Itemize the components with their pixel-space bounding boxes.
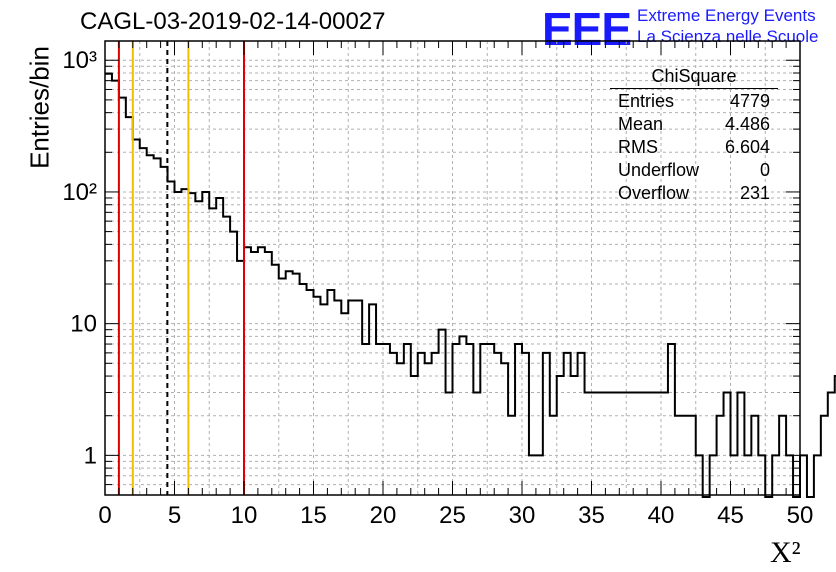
stats-value: 0 [760, 159, 770, 182]
x-tick-label: 30 [509, 502, 536, 529]
x-tick-label: 25 [439, 502, 466, 529]
x-tick-label: 50 [787, 502, 814, 529]
x-tick-label: 5 [168, 502, 181, 529]
stats-label: Mean [618, 113, 663, 136]
x-tick-label: 20 [370, 502, 397, 529]
stats-label: Overflow [618, 182, 689, 205]
stats-label: Entries [618, 90, 674, 113]
y-tick-label: 1 [84, 442, 97, 469]
stats-row-entries: Entries 4779 [610, 90, 778, 113]
stats-row-overflow: Overflow 231 [610, 182, 778, 205]
stats-value: 4.486 [725, 113, 770, 136]
x-tick-label: 35 [578, 502, 605, 529]
y-tick-label: 10³ [62, 47, 97, 74]
x-tick-label: 15 [300, 502, 327, 529]
stats-box: ChiSquare Entries 4779 Mean 4.486 RMS 6.604… [610, 66, 778, 205]
stats-label: Underflow [618, 159, 699, 182]
y-tick-label: 10² [62, 179, 97, 206]
stats-row-underflow: Underflow 0 [610, 159, 778, 182]
stats-row-mean: Mean 4.486 [610, 113, 778, 136]
stats-label: RMS [618, 136, 658, 159]
stats-row-rms: RMS 6.604 [610, 136, 778, 159]
x-tick-label: 0 [98, 502, 111, 529]
x-tick-label: 40 [648, 502, 675, 529]
x-tick-label: 10 [231, 502, 258, 529]
stats-value: 231 [740, 182, 770, 205]
stats-value: 4779 [730, 90, 770, 113]
y-tick-label: 10 [70, 311, 97, 338]
x-tick-label: 45 [717, 502, 744, 529]
stats-value: 6.604 [725, 136, 770, 159]
stats-title: ChiSquare [610, 66, 778, 89]
